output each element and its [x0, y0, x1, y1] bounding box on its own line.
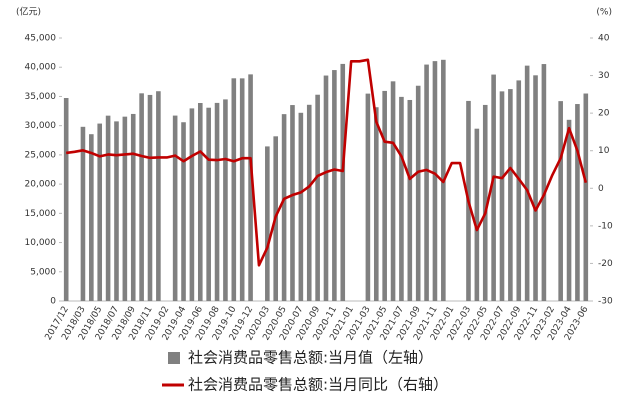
bar	[315, 94, 320, 301]
bar	[122, 116, 128, 301]
y2-tick-label: -30	[598, 297, 613, 307]
bar	[482, 104, 488, 301]
y-tick-label: 5,000	[30, 267, 56, 277]
y-tick-label: 25,000	[25, 150, 57, 160]
y2-tick-label: 20	[598, 109, 610, 119]
bar	[432, 61, 438, 301]
bar	[139, 93, 144, 301]
bar	[156, 91, 161, 301]
bar	[399, 96, 404, 301]
bar	[231, 78, 237, 302]
y2-tick-label: 10	[598, 146, 610, 156]
y-tick-label: 30,000	[25, 121, 57, 131]
y-tick-label: 15,000	[25, 209, 57, 219]
y-unit-label: (亿元)	[16, 6, 41, 18]
bar	[281, 114, 287, 301]
bar	[298, 112, 304, 302]
bar	[575, 104, 580, 301]
bar	[206, 107, 211, 301]
y2-tick-label: 30	[598, 71, 610, 81]
bar	[223, 99, 228, 301]
bar	[508, 89, 513, 301]
bar	[147, 94, 153, 301]
bar	[172, 115, 178, 301]
y-tick-label: 40,000	[25, 63, 57, 73]
bar	[365, 93, 371, 302]
bar	[89, 134, 94, 301]
legend: 社会消费品零售总额:当月值（左轴） 社会消费品零售总额:当月同比（右轴）	[162, 349, 448, 394]
bar	[583, 93, 589, 302]
bar	[248, 74, 253, 301]
line	[66, 58, 588, 267]
bar	[130, 113, 136, 302]
bar	[407, 99, 413, 301]
bar	[214, 102, 220, 301]
legend-label: 社会消费品零售总额:当月同比（右轴）	[188, 376, 448, 394]
bar	[566, 119, 572, 301]
y-tick-label: 35,000	[25, 92, 57, 102]
bar	[474, 128, 480, 301]
bar	[105, 115, 111, 301]
bar	[290, 105, 295, 301]
bar	[63, 97, 69, 301]
bar	[499, 91, 505, 302]
bar	[265, 146, 270, 301]
bar	[516, 80, 522, 301]
bar	[332, 70, 337, 301]
bar	[114, 121, 119, 301]
y-tick-label: 0	[50, 297, 56, 307]
y2-unit-label: (%)	[596, 8, 612, 18]
legend-label: 社会消费品零售总额:当月值（左轴）	[188, 349, 433, 367]
y2-tick-label: 40	[598, 34, 610, 44]
y2-tick-label: 0	[598, 184, 604, 194]
bar	[189, 108, 195, 301]
bar	[323, 75, 329, 301]
bar	[415, 85, 421, 302]
bar	[306, 104, 312, 301]
bar	[424, 64, 429, 301]
y-tick-label: 20,000	[25, 180, 57, 190]
bar	[558, 101, 563, 302]
bar	[181, 122, 186, 301]
bar	[373, 107, 379, 301]
y-tick-label: 45,000	[25, 34, 57, 44]
bar	[491, 74, 496, 302]
bar	[524, 65, 530, 302]
bar	[541, 64, 547, 301]
bar	[390, 81, 396, 301]
bar	[340, 63, 346, 301]
bar	[80, 126, 86, 301]
y2-tick-label: -20	[598, 259, 613, 269]
bar	[97, 123, 103, 301]
bar	[382, 90, 387, 301]
bar	[239, 78, 245, 302]
legend-swatch	[168, 352, 180, 364]
bar	[533, 75, 538, 302]
bar	[197, 103, 203, 301]
y2-tick-label: -10	[598, 221, 613, 231]
y-tick-label: 10,000	[25, 238, 57, 248]
